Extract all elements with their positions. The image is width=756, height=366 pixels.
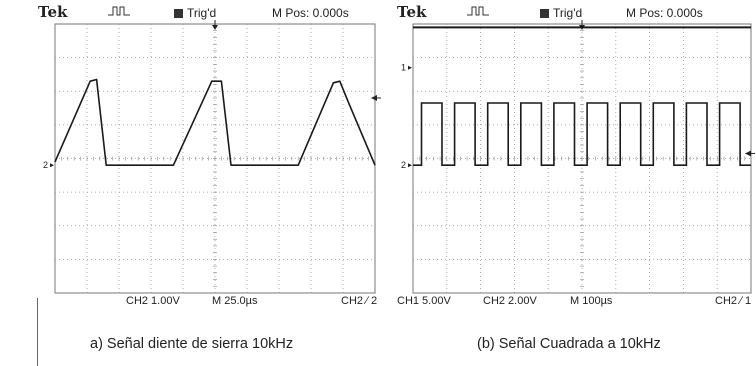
trigger-status-label: Trig'd: [553, 6, 583, 20]
scope-brand: Tek: [397, 3, 427, 21]
trigger-icon: [540, 9, 549, 18]
trigger-status: Trig'd: [174, 6, 216, 20]
trigger-level-icon: [745, 150, 751, 157]
scope-screen-b: 12: [401, 20, 755, 294]
divider-line: [37, 298, 38, 366]
ch2-square-trace: [413, 102, 751, 166]
trigger-status-label: Trig'd: [187, 6, 217, 20]
timebase: M 25.0µs: [212, 295, 258, 307]
trigger-source: CH2 ∕ 2: [341, 295, 378, 307]
caption-b: (b) Señal Cuadrada a 10kHz: [477, 336, 661, 352]
ch1-ground-marker: 1: [401, 63, 412, 73]
panel-sawtooth: Tek Trig'd M Pos: 0.000s 2 CH2 1.00V M 2…: [37, 3, 381, 366]
m-pos: M Pos: 0.000s: [272, 6, 349, 20]
trigger-status: Trig'd: [540, 6, 582, 20]
ch2-ground-marker: 2: [43, 160, 54, 170]
svg-text:2: 2: [401, 160, 406, 170]
channel1-scale: CH1 5.00V: [397, 295, 451, 307]
svg-text:2: 2: [43, 160, 48, 170]
trigger-level-icon: [371, 94, 377, 101]
caption-a: a) Señal diente de sierra 10kHz: [90, 336, 294, 352]
timebase: M 100µs: [570, 295, 613, 307]
trigger-position-icon: [212, 25, 218, 30]
channel2-scale: CH2 2.00V: [483, 295, 537, 307]
scope-b-grid: [412, 20, 752, 294]
trigger-icon: [174, 9, 183, 18]
ch2-sawtooth-trace: [54, 78, 376, 166]
trigger-source: CH2 ∕ 1: [715, 295, 752, 307]
ch2-ground-marker: 2: [401, 160, 412, 170]
svg-text:1: 1: [401, 63, 406, 73]
scope-brand: Tek: [38, 3, 68, 21]
channel-scale: CH2 1.00V: [126, 295, 180, 307]
scope-a-grid: [54, 20, 376, 294]
pulse-icon: [467, 6, 489, 16]
scope-screen-a: 2: [43, 20, 381, 294]
pulse-icon: [108, 6, 130, 16]
m-pos: M Pos: 0.000s: [626, 6, 703, 20]
